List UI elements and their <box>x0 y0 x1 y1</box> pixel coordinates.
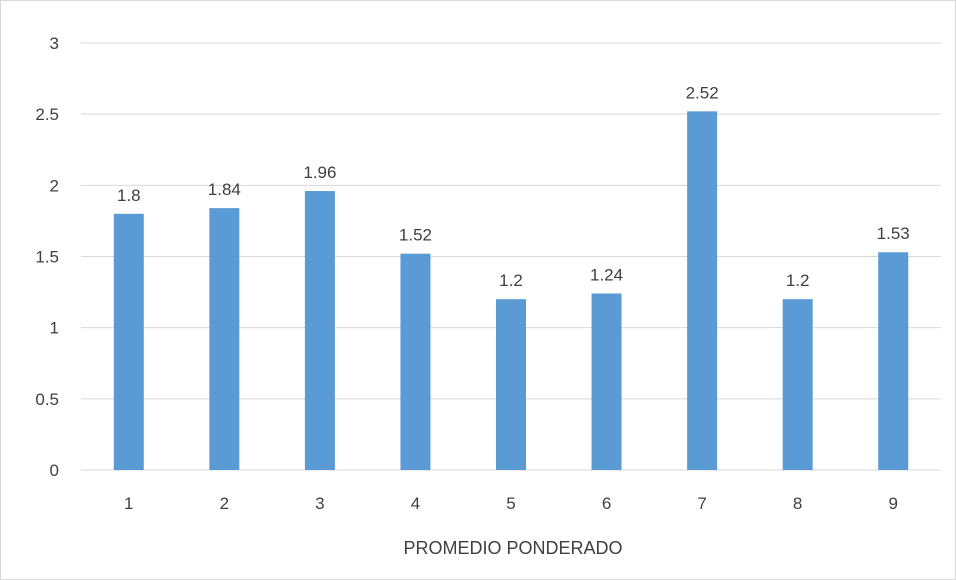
y-axis-ticks: 0 0.5 1 1.5 2 2.5 3 <box>35 34 59 480</box>
y-tick-label: 1.5 <box>35 248 59 267</box>
x-tick-label: 6 <box>602 494 611 513</box>
bar <box>878 252 909 470</box>
bar <box>496 299 526 470</box>
data-label: 1.8 <box>117 186 141 205</box>
y-tick-label: 3 <box>50 34 59 53</box>
data-label: 1.53 <box>877 224 910 243</box>
x-tick-label: 2 <box>220 494 229 513</box>
y-tick-label: 0 <box>50 461 59 480</box>
y-tick-label: 1 <box>50 319 59 338</box>
x-axis-ticks: 1 2 3 4 5 6 7 8 9 <box>124 494 898 513</box>
bar <box>209 208 240 470</box>
data-label: 1.96 <box>303 163 336 182</box>
x-tick-label: 9 <box>888 494 897 513</box>
bar <box>782 299 813 470</box>
bar <box>304 191 335 470</box>
x-tick-label: 7 <box>697 494 706 513</box>
y-tick-label: 0.5 <box>35 390 59 409</box>
bar <box>591 293 622 470</box>
data-labels: 1.8 1.84 1.96 1.52 1.2 1.24 2.52 1.2 1.53 <box>117 83 910 290</box>
data-label: 1.84 <box>208 180 241 199</box>
bars <box>113 111 909 471</box>
x-tick-label: 4 <box>411 494 420 513</box>
x-tick-label: 1 <box>124 494 133 513</box>
x-tick-label: 5 <box>506 494 515 513</box>
x-tick-label: 3 <box>315 494 324 513</box>
data-label: 1.24 <box>590 266 623 285</box>
x-axis-title: PROMEDIO PONDERADO <box>403 538 622 558</box>
bar <box>687 111 718 470</box>
y-tick-label: 2.5 <box>35 105 59 124</box>
bar <box>400 253 431 470</box>
bar <box>113 213 144 471</box>
data-label: 2.52 <box>686 83 719 102</box>
y-tick-label: 2 <box>50 176 59 195</box>
data-label: 1.52 <box>399 226 432 245</box>
data-label: 1.2 <box>786 271 810 290</box>
data-label: 1.2 <box>499 271 523 290</box>
x-tick-label: 8 <box>793 494 802 513</box>
